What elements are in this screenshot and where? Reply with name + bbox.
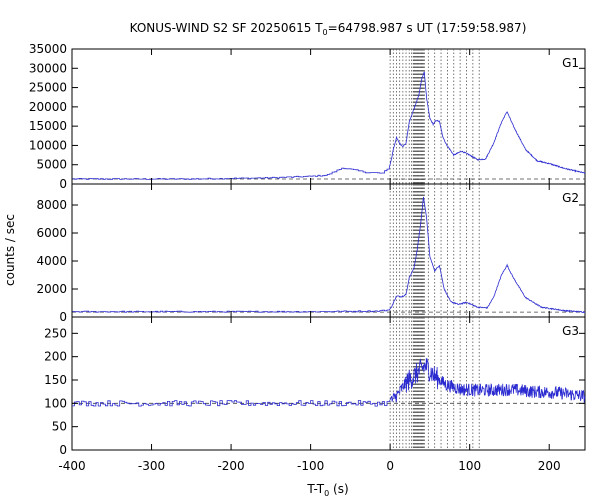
panel-name-label: G3 bbox=[562, 324, 579, 338]
panel-g1: 0 5000 10000 15000 20000 25000 30000 35000 G1 bbox=[29, 42, 586, 191]
chart-title-subscript: 0 bbox=[323, 28, 328, 37]
y-tick-label: 8000 bbox=[36, 198, 67, 212]
panel-frame bbox=[71, 48, 586, 185]
x-tick-label: 100 bbox=[458, 459, 481, 473]
chart-title-rest: =64798.987 s UT (17:59:58.987) bbox=[328, 21, 527, 35]
y-tick-label: 25000 bbox=[29, 81, 67, 95]
x-tick-label: -400 bbox=[58, 459, 85, 473]
y-tick-label: 30000 bbox=[29, 61, 67, 75]
x-tick-label: 200 bbox=[538, 459, 561, 473]
y-axis: 0 50 100 150 200 250 bbox=[44, 326, 585, 457]
y-tick-label: 0 bbox=[59, 443, 67, 457]
x-axis-label: T-T0 (s) bbox=[306, 482, 348, 498]
series-line-g1 bbox=[72, 71, 586, 180]
panel-g2: 0 2000 4000 6000 8000 G2 bbox=[36, 183, 586, 324]
y-tick-label: 6000 bbox=[36, 226, 67, 240]
svg-text:KONUS-WIND S2 SF 20250615 T0=6: KONUS-WIND S2 SF 20250615 T0=64798.987 s… bbox=[130, 21, 527, 37]
panel-name-label: G2 bbox=[562, 191, 579, 205]
series-line-g3 bbox=[72, 358, 586, 407]
panel-name-label: G1 bbox=[562, 56, 579, 70]
y-tick-label: 20000 bbox=[29, 100, 67, 114]
x-tick-label: -200 bbox=[217, 459, 244, 473]
marker-lines bbox=[389, 317, 480, 450]
y-axis: 0 2000 4000 6000 8000 bbox=[36, 198, 585, 324]
y-tick-label: 35000 bbox=[29, 42, 67, 56]
y-tick-label: 10000 bbox=[29, 138, 67, 152]
x-ticks bbox=[71, 49, 550, 184]
panel-frame bbox=[71, 316, 586, 451]
y-tick-label: 4000 bbox=[36, 254, 67, 268]
y-tick-label: 100 bbox=[44, 396, 67, 410]
panel-frame bbox=[71, 183, 586, 318]
marker-lines bbox=[389, 184, 480, 317]
x-tick-label: -100 bbox=[297, 459, 324, 473]
x-axis-label-rest: (s) bbox=[329, 482, 348, 496]
marker-lines bbox=[389, 49, 480, 184]
y-tick-label: 0 bbox=[59, 310, 67, 324]
y-axis: 0 5000 10000 15000 20000 25000 30000 35000 bbox=[29, 42, 585, 191]
y-tick-label: 200 bbox=[44, 350, 67, 364]
x-axis-tick-labels: -400 -300 -200 -100 0 100 200 bbox=[58, 459, 560, 473]
chart-title-main: KONUS-WIND S2 SF 20250615 T bbox=[130, 21, 324, 35]
y-tick-label: 150 bbox=[44, 373, 67, 387]
y-tick-label: 0 bbox=[59, 177, 67, 191]
x-ticks bbox=[71, 317, 550, 450]
y-tick-label: 15000 bbox=[29, 119, 67, 133]
y-axis-label: counts / sec bbox=[3, 214, 17, 286]
x-axis-label-main: T-T bbox=[306, 482, 324, 496]
chart-title: KONUS-WIND S2 SF 20250615 T0=64798.987 s… bbox=[130, 21, 527, 37]
panels-group: 05000100001500020000250003000035000G1020… bbox=[29, 42, 586, 473]
x-tick-label: -300 bbox=[138, 459, 165, 473]
x-axis-label-subscript: 0 bbox=[324, 489, 329, 498]
x-tick-label: 0 bbox=[386, 459, 394, 473]
panel-g3: 0 50 100 150 200 250 G3 bbox=[44, 316, 586, 457]
svg-text:T-T0 (s): T-T0 (s) bbox=[306, 482, 348, 498]
y-tick-label: 5000 bbox=[36, 158, 67, 172]
y-tick-label: 50 bbox=[52, 420, 67, 434]
x-ticks bbox=[71, 184, 550, 317]
y-tick-label: 250 bbox=[44, 326, 67, 340]
y-tick-label: 2000 bbox=[36, 282, 67, 296]
series-line-g2 bbox=[72, 196, 586, 314]
